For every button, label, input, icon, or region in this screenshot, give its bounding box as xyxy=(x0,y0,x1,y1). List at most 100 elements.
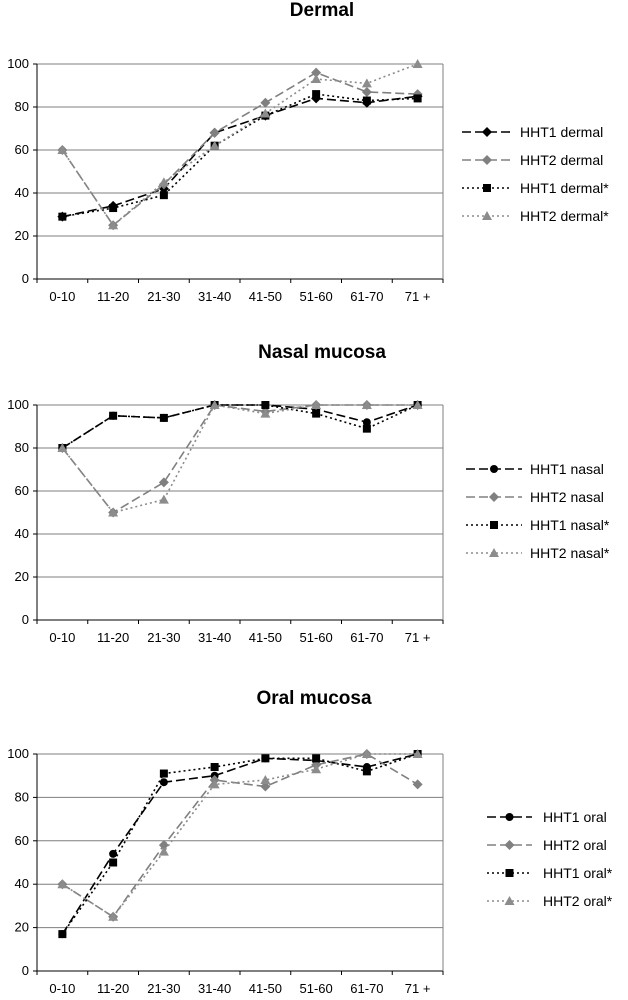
data-point-marker xyxy=(261,754,270,763)
data-point-marker xyxy=(58,212,67,221)
x-tick-label: 51-60 xyxy=(300,289,333,304)
series-line xyxy=(61,753,418,935)
legend-marker xyxy=(490,465,498,473)
data-point-marker xyxy=(412,400,423,409)
data-point-marker xyxy=(159,778,168,787)
legend-entry: HHT1 nasal* xyxy=(466,517,610,533)
y-tick-label: 80 xyxy=(15,789,29,804)
data-point-marker xyxy=(260,408,271,418)
data-point-marker xyxy=(261,401,270,409)
data-point-marker xyxy=(158,846,169,856)
x-tick-label: 71 + xyxy=(405,630,431,645)
series-line xyxy=(61,63,418,227)
legend-marker xyxy=(489,492,499,502)
x-tick-label: 41-50 xyxy=(249,981,282,996)
x-tick-label: 11-20 xyxy=(97,630,129,645)
data-point-marker xyxy=(361,86,372,97)
data-point-marker xyxy=(57,879,68,889)
x-tick-label: 0-10 xyxy=(49,289,75,304)
data-point-marker xyxy=(158,840,169,851)
x-tick-label: 31-40 xyxy=(198,981,231,996)
legend-marker xyxy=(490,521,498,529)
legend-entry: HHT1 nasal xyxy=(466,461,604,477)
legend-marker xyxy=(489,548,499,557)
data-point-marker xyxy=(158,477,169,488)
y-tick-label: 100 xyxy=(7,746,29,761)
data-point-marker xyxy=(109,858,118,867)
y-tick-label: 0 xyxy=(22,612,29,627)
x-tick-label: 21-30 xyxy=(147,630,180,645)
data-point-marker xyxy=(362,424,371,433)
legend-marker xyxy=(504,840,515,850)
data-point-marker xyxy=(159,769,168,778)
data-point-marker xyxy=(108,911,119,921)
data-point-marker xyxy=(412,779,423,790)
data-point-marker xyxy=(57,145,68,154)
legend-label: HHT1 oral* xyxy=(543,865,613,881)
y-tick-label: 20 xyxy=(15,920,29,935)
x-tick-label: 51-60 xyxy=(300,630,333,645)
legend-entry: HHT2 nasal xyxy=(466,489,604,505)
data-point-marker xyxy=(109,849,118,858)
legend-entry: HHT1 dermal* xyxy=(462,180,609,196)
data-point-marker xyxy=(311,67,322,78)
series-line xyxy=(61,404,418,514)
data-point-marker xyxy=(412,749,423,758)
legend-entry: HHT1 oral* xyxy=(487,865,613,881)
data-point-marker xyxy=(209,140,220,150)
legend-label: HHT1 nasal* xyxy=(530,517,610,533)
x-tick-label: 11-20 xyxy=(97,289,129,304)
data-point-marker xyxy=(108,220,119,230)
data-point-marker xyxy=(159,413,168,422)
legend-label: HHT1 nasal xyxy=(530,461,604,477)
data-point-marker xyxy=(412,59,423,68)
series-hht2-dermal- xyxy=(57,59,423,230)
x-tick-label: 61-70 xyxy=(350,981,383,996)
x-tick-label: 21-30 xyxy=(147,289,180,304)
data-point-marker xyxy=(209,779,220,789)
legend-entry: HHT2 oral* xyxy=(487,893,613,909)
x-tick-label: 51-60 xyxy=(300,981,333,996)
data-point-marker xyxy=(361,78,372,88)
data-point-marker xyxy=(158,494,169,504)
series-hht2-oral- xyxy=(57,749,423,921)
legend-entry: HHT2 dermal* xyxy=(462,208,609,224)
data-point-marker xyxy=(311,74,322,84)
x-tick-label: 41-50 xyxy=(249,289,282,304)
series-line xyxy=(61,404,418,514)
legend-entry: HHT2 dermal xyxy=(462,152,603,168)
data-point-marker xyxy=(312,409,321,418)
series-hht1-oral xyxy=(58,750,422,939)
legend-marker xyxy=(482,211,492,220)
series-hht1-oral- xyxy=(58,750,422,939)
legend-entry: HHT2 oral xyxy=(487,837,607,853)
chart-panel-1: Dermal 0 20 40 60 80 100 0-10 11-20 21-30 31-40 41-… xyxy=(7,0,609,304)
legend-entry: HHT1 oral xyxy=(487,809,607,825)
y-tick-label: 100 xyxy=(7,397,29,412)
series-line xyxy=(61,753,419,918)
y-tick-label: 60 xyxy=(15,483,29,498)
y-tick-label: 0 xyxy=(22,271,29,286)
legend-marker xyxy=(505,813,514,821)
y-tick-label: 40 xyxy=(15,526,29,541)
legend-label: HHT2 nasal xyxy=(530,489,604,505)
chart-title: Nasal mucosa xyxy=(258,342,386,363)
x-tick-label: 41-50 xyxy=(249,630,282,645)
x-tick-label: 71 + xyxy=(405,981,431,996)
legend-label: HHT2 dermal xyxy=(520,152,603,168)
series-line xyxy=(61,71,418,227)
y-tick-label: 60 xyxy=(15,833,29,848)
series-line xyxy=(61,404,418,449)
series-line xyxy=(62,95,418,218)
data-point-marker xyxy=(260,97,271,108)
legend-marker xyxy=(482,155,492,165)
chart-title: Dermal xyxy=(290,0,354,21)
legend-label: HHT1 dermal* xyxy=(520,180,609,196)
data-point-marker xyxy=(311,400,322,409)
x-tick-label: 0-10 xyxy=(49,981,75,996)
series-line xyxy=(61,753,418,918)
data-point-marker xyxy=(311,764,322,774)
legend-entry: HHT2 nasal* xyxy=(466,545,610,561)
legend-label: HHT2 nasal* xyxy=(530,545,610,561)
